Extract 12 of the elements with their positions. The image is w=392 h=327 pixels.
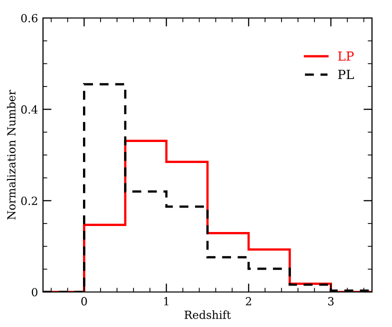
x-tick-label: 3	[328, 297, 334, 306]
y-tick-label: 0.2	[21, 196, 38, 206]
y-tick-label: 0	[32, 288, 38, 296]
y-tick-label: 0.4	[21, 105, 38, 114]
x-tick-label: 0	[81, 297, 87, 306]
legend-label: LP	[338, 52, 354, 61]
y-axis-title: Normalization Number	[6, 90, 16, 220]
legend-label: PL	[338, 70, 354, 80]
x-tick-label: 1	[164, 297, 168, 306]
y-tick-label: 0.6	[21, 14, 38, 22]
x-tick-label: 2	[246, 297, 252, 306]
x-axis-title: Redshift	[184, 310, 231, 319]
